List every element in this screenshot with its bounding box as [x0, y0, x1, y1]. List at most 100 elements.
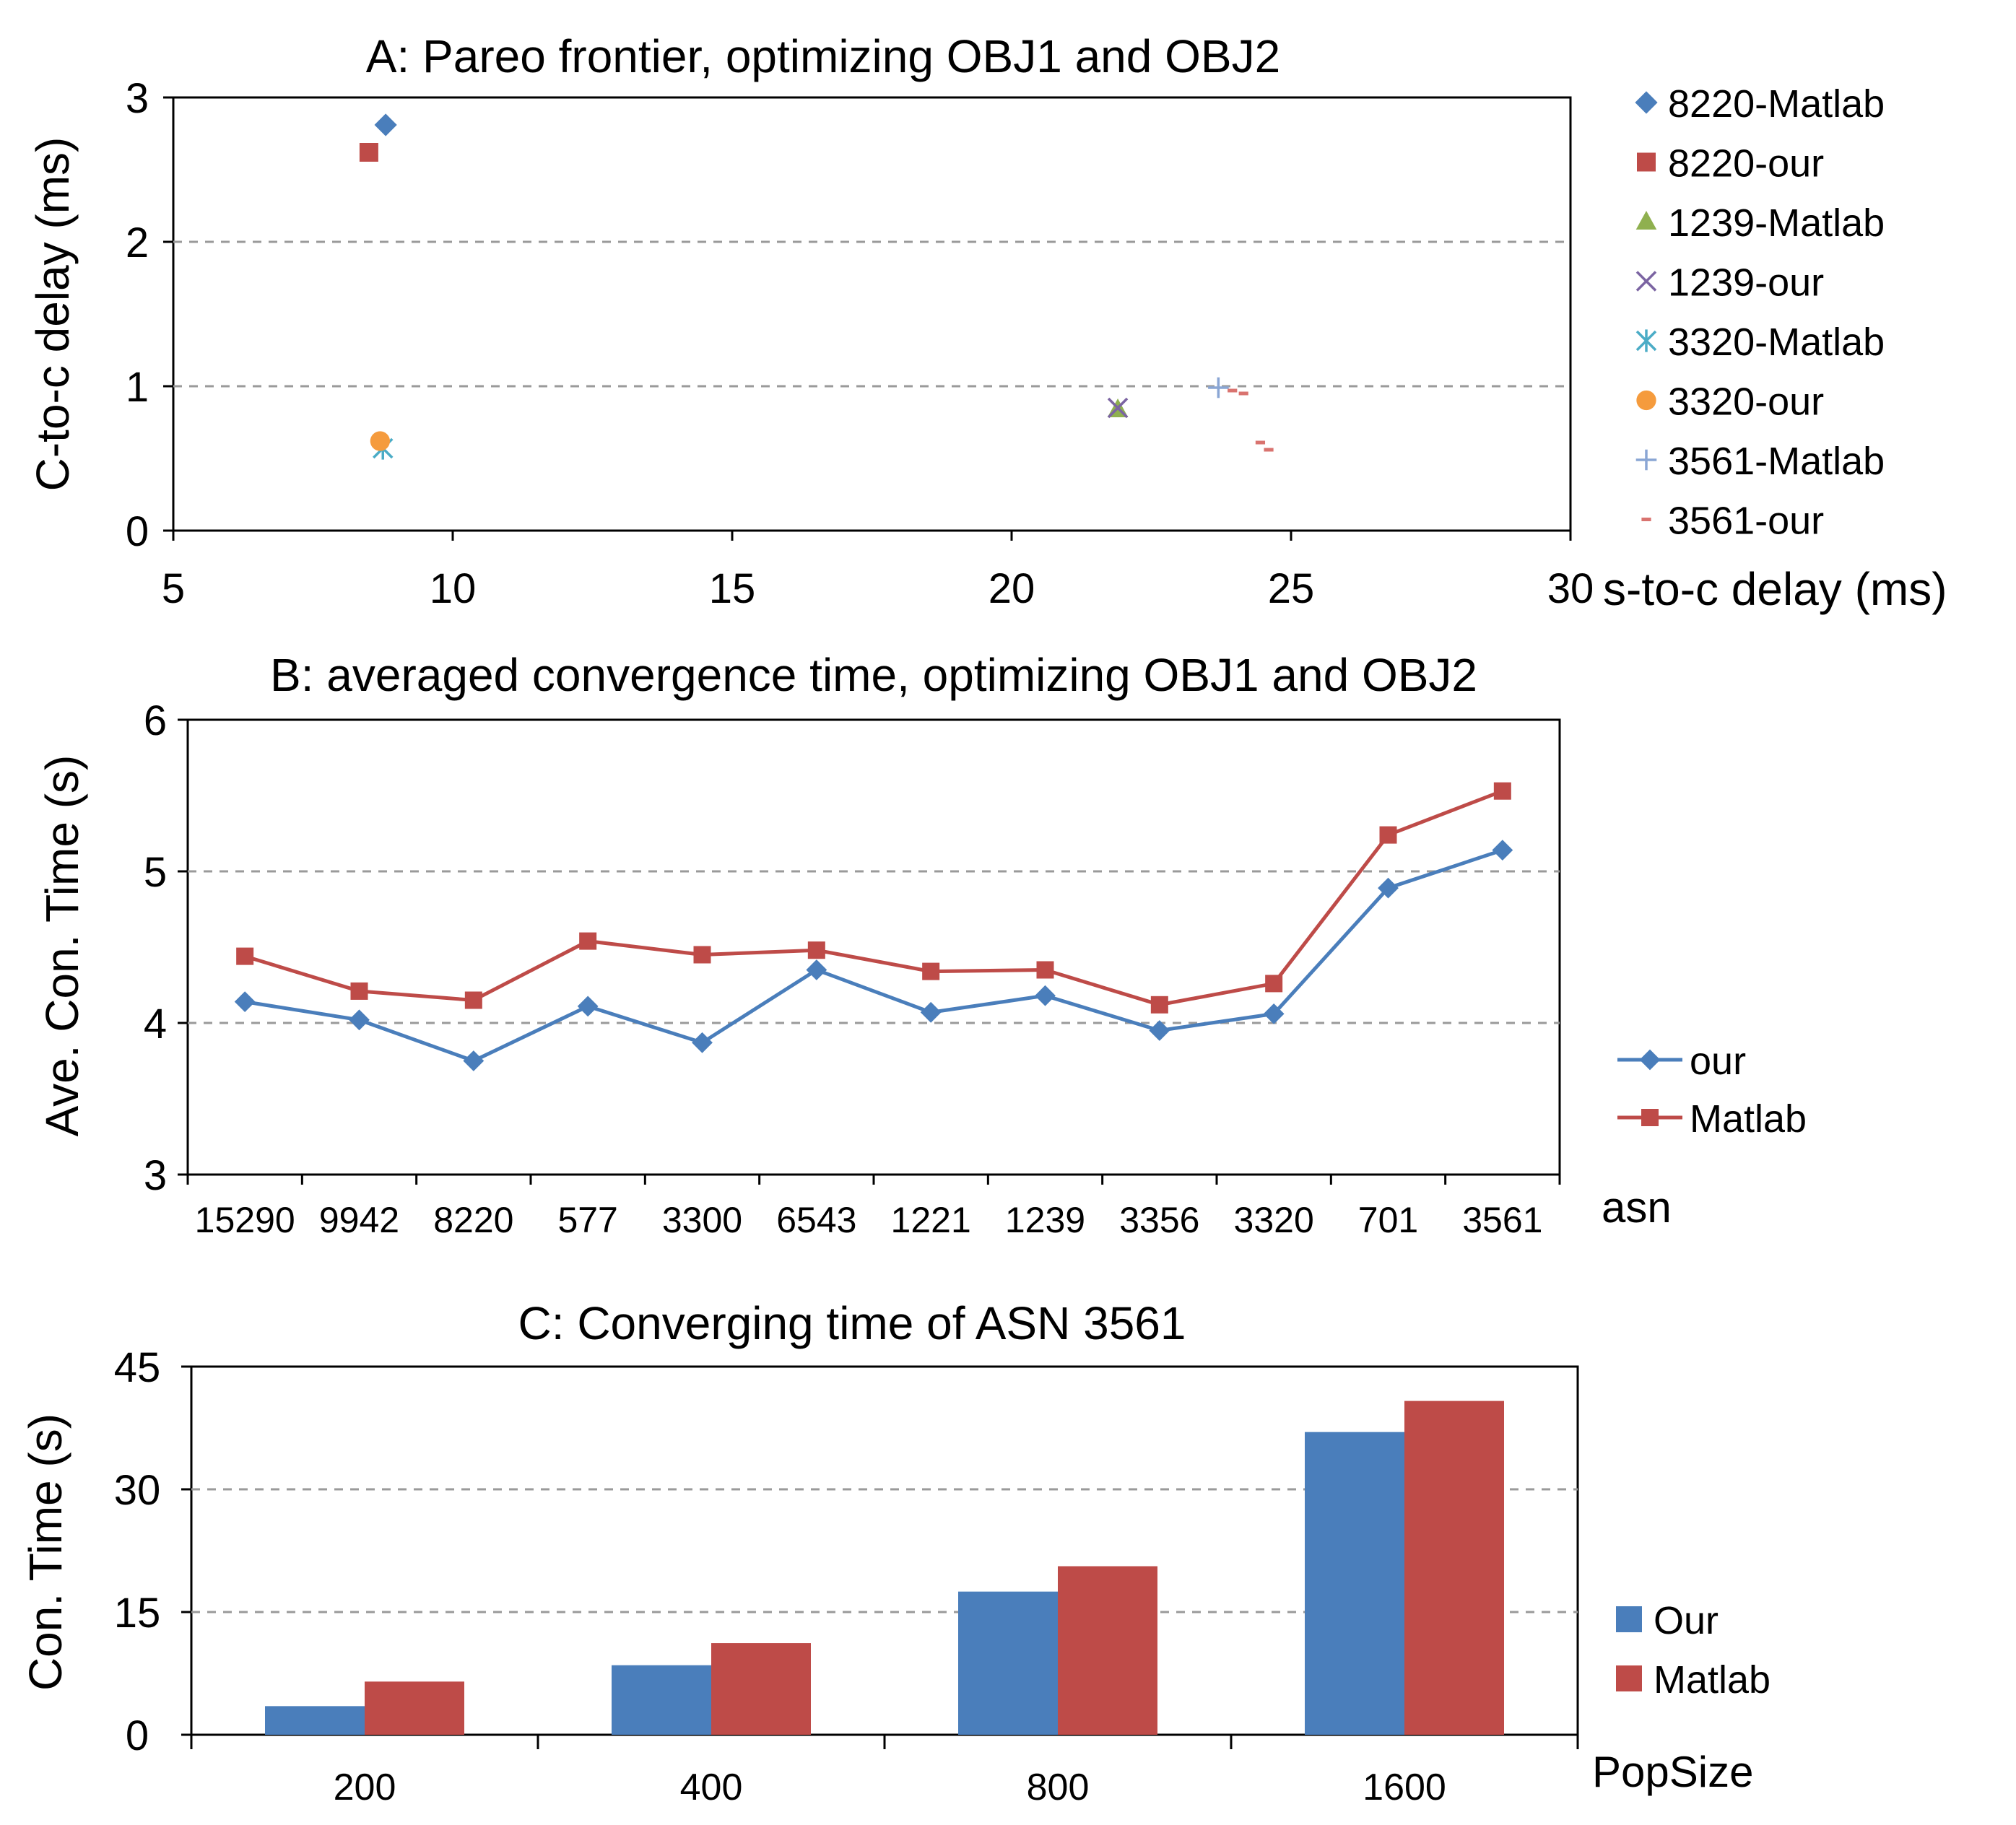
panel-b-point-our [463, 1050, 485, 1071]
panel-b-point-matlab [1265, 975, 1283, 993]
panel-b-x-tick-label: 15290 [195, 1200, 295, 1240]
panel-b-gridlines [188, 870, 1560, 1024]
panel-a-x-tick-label: 25 [1268, 565, 1315, 612]
panel-c-bar-our [1305, 1432, 1404, 1735]
panel-a-point [1208, 377, 1229, 398]
panel-c-x-tick-label: 800 [1027, 1767, 1090, 1808]
panel-c-title: C: Converging time of ASN 3561 [518, 1297, 1186, 1349]
panel-b-x-tick-label: 3300 [662, 1200, 742, 1240]
panel-a-legend-label: 3561-Matlab [1668, 440, 1885, 483]
panel-c-x-tick-label: 1600 [1363, 1767, 1446, 1808]
panel-a-legend-marker [1635, 211, 1657, 230]
panel-b-y-tick-label: 5 [144, 849, 167, 896]
panel-b-point-our [234, 991, 256, 1012]
panel-c-y-tick-label: 15 [114, 1590, 161, 1637]
panel-a-plot-frame [172, 96, 1572, 532]
panel-b-legend-marker [1641, 1109, 1659, 1126]
panel-a-point [370, 431, 391, 451]
panel-a-legend-label: 3561-our [1668, 500, 1824, 543]
panel-b-y-tick-label: 3 [144, 1152, 167, 1199]
panel-b-point-our [692, 1032, 713, 1053]
panel-b-point-matlab [1493, 782, 1511, 800]
panel-c-y-ticks: 0 15 30 45 [114, 1344, 191, 1759]
panel-a-legend-label: 1239-Matlab [1668, 201, 1885, 245]
panel-b-point-matlab [579, 932, 597, 950]
panel-b-point-our [1149, 1020, 1170, 1041]
panel-b-x-tick-label: 1221 [891, 1200, 971, 1240]
panel-a-y-tick-label: 0 [126, 508, 149, 555]
panel-b-legend-marker [1639, 1049, 1661, 1071]
panel-b-x-tick-label: 3356 [1119, 1200, 1199, 1240]
panel-a-legend-marker [1635, 449, 1657, 471]
panel-b-point-our [1378, 877, 1399, 899]
panel-a-point [374, 113, 397, 136]
panel-a-legend: 8220-Matlab 8220-our 1239-Matlab 1239-our 33… [1635, 82, 1885, 543]
panel-a-y-tick-label: 2 [126, 219, 149, 266]
panel-b-x-tick-label: 6543 [776, 1200, 856, 1240]
panel-b-x-tick-label: 577 [557, 1200, 617, 1240]
panel-a-point [359, 143, 378, 162]
panel-a-legend-label: 3320-Matlab [1668, 321, 1885, 364]
panel-c-x-tick-label: 200 [334, 1767, 396, 1808]
panel-b-x-tick-label: 1239 [1005, 1200, 1085, 1240]
panel-b-legend-label: Matlab [1690, 1097, 1807, 1141]
panel-a-title: A: Pareo frontier, optimizing OBJ1 and O… [366, 30, 1280, 82]
panel-a-x-tick-label: 5 [162, 565, 185, 612]
panel-b-x-ticks: 15290 9942 8220 577 3300 6543 1221 1239 3356 3320… [186, 1175, 1561, 1240]
panel-c-bar: C: Converging time of ASN 3561 0 15 30 45 2… [19, 1297, 1770, 1808]
panel-c-bar-our [265, 1706, 365, 1735]
panel-b-point-matlab [1036, 961, 1054, 979]
panel-a-legend-label: 1239-our [1668, 261, 1824, 305]
panel-b-y-ticks: 3 4 5 6 [144, 697, 188, 1199]
panel-c-bar-matlab [1404, 1401, 1504, 1735]
panel-a-data-points [359, 113, 1274, 460]
panel-a-legend-marker [1635, 329, 1657, 352]
panel-b-line-our [244, 848, 1503, 1063]
panel-c-legend-swatch [1616, 1606, 1642, 1632]
panel-a-x-label: s-to-c delay (ms) [1603, 563, 1947, 615]
panel-a-legend-marker [1636, 390, 1656, 411]
panel-a-legend-marker [1637, 152, 1656, 172]
panel-c-x-label: PopSize [1592, 1748, 1753, 1796]
panel-b-point-matlab [1379, 826, 1397, 844]
panel-a-legend-marker [1635, 271, 1657, 292]
panel-c-bar-matlab [1058, 1566, 1157, 1735]
panel-a-y-tick-label: 1 [126, 364, 149, 411]
panel-b-point-matlab [693, 946, 711, 964]
panel-b-point-our [1492, 840, 1513, 861]
panel-a-legend-label: 8220-our [1668, 142, 1824, 186]
panel-b-point-our [920, 1001, 942, 1023]
panel-c-legend-swatch [1616, 1665, 1642, 1691]
panel-b-point-our [1035, 985, 1056, 1006]
panel-b-point-matlab [236, 947, 254, 965]
panel-b-line-matlab [244, 789, 1503, 1007]
panel-b-point-matlab [807, 941, 825, 959]
panel-c-bar-matlab [711, 1643, 811, 1735]
panel-a-y-ticks: 0 1 2 3 [126, 75, 173, 555]
panel-a-x-tick-label: 30 [1547, 565, 1594, 612]
panel-a-x-tick-label: 10 [430, 565, 477, 612]
panel-b-point-matlab [1150, 996, 1168, 1014]
panel-b-legend: our Matlab [1617, 1040, 1807, 1141]
panel-c-y-label: Con. Time (s) [19, 1414, 71, 1691]
panel-b-y-tick-label: 6 [144, 697, 167, 744]
panel-c-legend-label: Our [1654, 1599, 1719, 1642]
panel-a-legend-marker [1635, 91, 1658, 114]
panel-b-title: B: averaged convergence time, optimizing… [270, 649, 1477, 701]
panel-b-point-our [349, 1009, 370, 1031]
panel-b-point-matlab [922, 962, 940, 980]
panel-b-y-tick-label: 4 [144, 1001, 167, 1047]
panel-a-legend-label: 8220-Matlab [1668, 82, 1885, 126]
panel-c-y-tick-label: 0 [126, 1712, 149, 1759]
panel-b-point-matlab [464, 991, 482, 1009]
panel-a-y-tick-label: 3 [126, 75, 149, 122]
panel-b-point-our [577, 996, 599, 1017]
panel-c-bars [265, 1401, 1504, 1735]
panel-a-x-ticks: 5 10 15 20 25 30 [162, 531, 1594, 612]
panel-b-x-tick-label: 9942 [319, 1200, 399, 1240]
panel-c-gridlines [191, 1488, 1578, 1613]
panel-b-y-label: Ave. Con. Time (s) [36, 755, 88, 1137]
panel-c-legend-label: Matlab [1654, 1658, 1770, 1702]
